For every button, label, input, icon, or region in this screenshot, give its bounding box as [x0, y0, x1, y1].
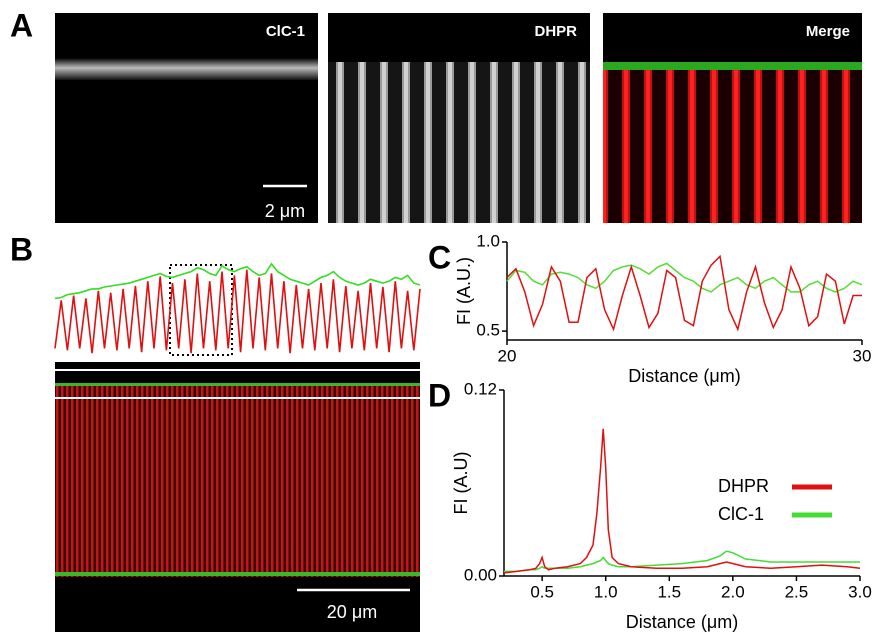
striations: [328, 62, 590, 223]
series-line: [54, 262, 421, 300]
scale-bar-label: 20 μm: [327, 602, 377, 622]
image-label: ClC-1: [266, 23, 305, 40]
x-axis-label: Distance (μm): [628, 366, 740, 386]
x-axis-label: Distance (μm): [626, 612, 738, 632]
x-tick-label: 1.5: [657, 582, 681, 601]
x-tick-label: 0.5: [530, 582, 554, 601]
membrane-signal: [55, 383, 420, 386]
panel-label: A: [10, 7, 33, 43]
x-tick-label: 1.0: [594, 582, 618, 601]
x-tick-label: 20: [498, 346, 517, 365]
membrane-signal: [603, 62, 862, 70]
y-tick-label: 0.5: [476, 321, 500, 340]
y-axis-label: FI (A.U.): [454, 257, 474, 325]
panel-label: B: [10, 231, 33, 267]
y-axis-label: FI (A.U): [451, 452, 471, 515]
scale-bar-label: 2 μm: [265, 201, 305, 221]
x-tick-label: 2.0: [721, 582, 745, 601]
image-label: DHPR: [534, 23, 577, 40]
series-line: [503, 428, 861, 574]
x-tick-label: 2.5: [785, 582, 809, 601]
legend-label: ClC-1: [718, 504, 764, 524]
y-tick-label: 0.00: [464, 565, 497, 584]
panel-label: D: [428, 377, 451, 413]
membrane-signal: [55, 572, 420, 576]
series-line: [506, 262, 863, 293]
series-line: [54, 269, 421, 354]
panel-label: C: [428, 239, 451, 275]
series-line: [506, 254, 862, 332]
micrograph: [55, 13, 318, 223]
y-tick-label: 1.0: [476, 231, 500, 250]
membrane-signal: [55, 58, 318, 80]
image-label: Merge: [806, 23, 850, 40]
y-tick-label: 0.12: [464, 379, 497, 398]
fiber: [55, 385, 420, 577]
striations: [603, 62, 862, 223]
legend-label: DHPR: [718, 476, 769, 496]
series-line: [504, 550, 860, 573]
x-tick-label: 3.0: [848, 582, 872, 601]
x-tick-label: 30: [853, 346, 872, 365]
